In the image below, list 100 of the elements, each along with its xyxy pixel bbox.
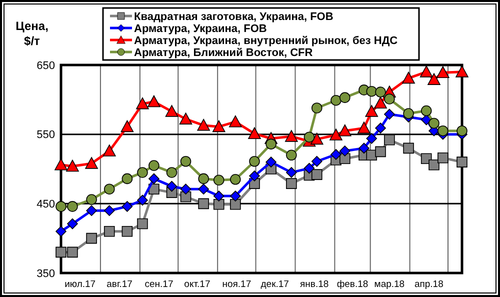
point xyxy=(420,66,433,78)
point xyxy=(375,146,386,158)
point xyxy=(286,178,297,189)
point xyxy=(285,130,298,142)
point xyxy=(366,86,378,97)
point xyxy=(339,92,350,103)
x-tick-label: ноя.17 xyxy=(222,279,252,290)
y-tick-label: 550 xyxy=(36,129,55,142)
point xyxy=(248,127,261,140)
point xyxy=(230,174,241,185)
point xyxy=(122,201,133,212)
point xyxy=(310,132,324,145)
point xyxy=(66,160,79,172)
point xyxy=(198,184,209,195)
point xyxy=(428,73,440,85)
point xyxy=(67,218,78,230)
legend-label: Арматура, Ближний Восток, CFR xyxy=(134,46,313,59)
point xyxy=(230,190,241,202)
point xyxy=(165,105,178,117)
x-tick-label: окт.17 xyxy=(184,279,210,290)
point xyxy=(198,198,209,210)
point xyxy=(213,190,224,202)
point xyxy=(212,120,226,132)
point xyxy=(428,159,440,170)
point xyxy=(56,201,66,212)
legend-label: Арматура, Украина, внутренний рынок, без НДС xyxy=(134,34,398,47)
point xyxy=(438,125,448,136)
point xyxy=(330,94,342,106)
point xyxy=(311,156,322,167)
x-tick-label: сен.17 xyxy=(144,279,174,290)
point xyxy=(402,72,415,84)
x-tick-label: дек.17 xyxy=(260,279,289,290)
point xyxy=(122,173,133,184)
point xyxy=(311,169,322,180)
point xyxy=(180,156,192,167)
y-tick-label: 650 xyxy=(36,60,55,72)
point xyxy=(137,167,148,178)
point xyxy=(456,125,468,136)
point xyxy=(249,156,260,167)
point xyxy=(86,232,97,244)
point xyxy=(86,205,97,216)
point xyxy=(266,138,276,150)
point xyxy=(365,105,378,117)
x-tick-label: фев.18 xyxy=(336,279,368,290)
x-tick-label: мар.18 xyxy=(374,279,405,290)
point xyxy=(229,115,242,128)
point xyxy=(85,157,98,169)
point xyxy=(358,122,370,134)
point xyxy=(249,170,260,182)
point xyxy=(213,174,224,186)
point xyxy=(56,246,66,258)
point xyxy=(104,205,115,216)
point xyxy=(136,97,149,110)
point xyxy=(197,118,210,131)
point xyxy=(137,194,148,206)
point xyxy=(436,66,450,78)
point xyxy=(384,108,395,120)
point xyxy=(54,158,68,170)
x-tick-label: апр.18 xyxy=(414,279,444,290)
point xyxy=(286,150,297,161)
legend-label: Арматура, Украина, FOB xyxy=(134,22,267,35)
point xyxy=(67,201,78,212)
y-tick-label: 350 xyxy=(36,268,55,280)
point xyxy=(166,180,178,192)
point xyxy=(330,128,342,140)
x-tick-label: янв.18 xyxy=(300,279,329,290)
point xyxy=(166,167,178,178)
point xyxy=(286,167,297,178)
point xyxy=(438,152,448,164)
point xyxy=(403,142,414,154)
point xyxy=(384,94,395,104)
point xyxy=(456,156,468,168)
point xyxy=(311,102,322,114)
point xyxy=(304,132,315,142)
point xyxy=(428,118,440,129)
point xyxy=(179,112,192,124)
point xyxy=(304,162,315,174)
point xyxy=(403,108,414,119)
x-tick-label: июл.17 xyxy=(64,279,96,290)
point xyxy=(180,184,192,195)
legend-label: Квадратная заготовка, Украина, FOB xyxy=(134,10,334,23)
point xyxy=(104,184,115,194)
point xyxy=(338,124,352,136)
point xyxy=(420,105,432,116)
point xyxy=(374,96,387,109)
point xyxy=(366,133,378,144)
point xyxy=(122,226,133,237)
point xyxy=(137,218,148,230)
point xyxy=(148,160,160,171)
point xyxy=(375,86,386,98)
y-axis-title: Цена, $/т xyxy=(16,19,48,48)
point xyxy=(86,194,97,205)
point xyxy=(67,246,78,258)
point xyxy=(198,173,209,184)
point xyxy=(384,134,395,146)
point xyxy=(230,198,241,210)
point xyxy=(102,144,116,156)
point xyxy=(148,173,160,184)
point xyxy=(213,198,224,210)
point xyxy=(266,156,276,168)
